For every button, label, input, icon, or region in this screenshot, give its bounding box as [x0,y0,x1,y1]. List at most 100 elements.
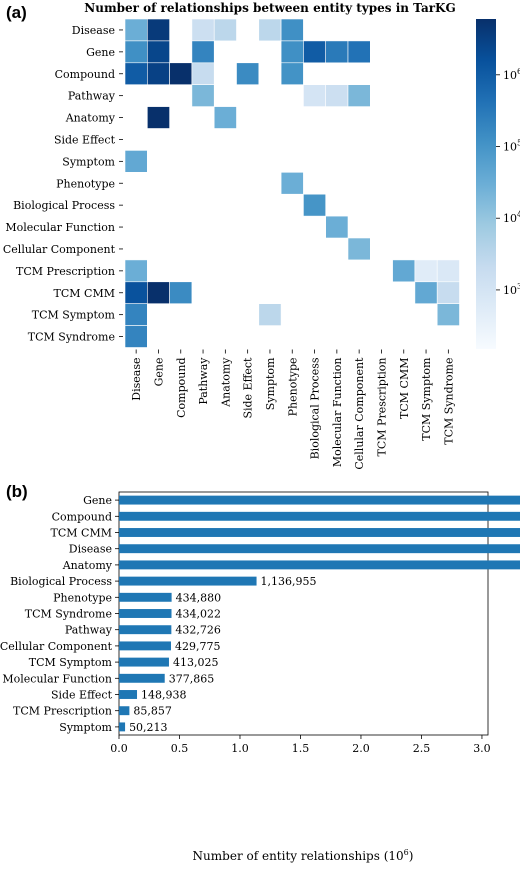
bar-value-label: 377,865 [169,672,215,685]
heatmap-cell-disease-symptom [258,18,282,42]
heatmap-row-label: Pathway [68,90,116,103]
colorbar: 103 104 105 106 [476,19,520,349]
heatmap-col-label: Cellular Component [353,357,366,470]
heatmap-row-label: Side Effect [54,133,116,146]
bar-x-tick-label: 2.0 [352,742,370,755]
bar-disease [119,544,520,554]
heatmap-col-label: Compound [175,358,188,418]
bar-value-label: 50,213 [129,721,168,734]
bar-category-label: TCM Syndrome [25,608,112,621]
heatmap-cell-compound-side-effect [236,62,260,85]
bar-value-label: 413,025 [173,656,219,669]
heatmap-cell-tcm-cmm-tcm-syndrome [436,281,460,304]
heatmap-cell-pathway-biological-process [303,84,326,107]
heatmap-cell-gene-cellular-component [347,40,371,64]
heatmap-cell-tcm-cmm-compound [169,281,193,304]
heatmap-row-label: TCM Prescription [16,265,115,278]
bar-x-tick-label: 1.5 [292,742,310,755]
heatmap-cell-pathway-cellular-component [347,84,371,107]
heatmap-row-label: Gene [86,46,115,59]
bar-category-label: Compound [52,510,112,523]
heatmap-col-label: TCM CMM [398,358,411,419]
heatmap-col-label: Pathway [197,357,210,405]
bar-x-axis-label: Number of entity relationships (106) [193,848,414,863]
panel-b-label: (b) [6,482,28,501]
colorbar-tick-label: 105 [503,139,520,154]
heatmap-cell-compound-phenotype [280,62,304,85]
heatmap-row-label: Cellular Component [3,243,116,256]
bar-value-label: 432,726 [175,624,221,637]
bar-x-tick-label: 3.0 [473,742,491,755]
heatmap-col-label: Disease [130,358,143,401]
heatmap-cell-disease-gene [147,18,170,42]
bar-category-label: Molecular Function [2,672,112,685]
heatmap-cell-tcm-cmm-tcm-symptom [414,281,438,304]
bar-cellular-component [119,641,171,651]
heatmap-cell-gene-gene [147,40,170,64]
bar-category-label: Anatomy [62,559,113,572]
heatmap-cell-tcm-cmm-disease [124,281,148,304]
bar-category-label: Symptom [59,721,112,734]
heatmap-col-label: TCM Prescription [375,358,388,457]
heatmap-cell-tcm-cmm-gene [147,281,170,304]
heatmap-cell-molecular-function-molecular-function [325,215,349,239]
heatmap-cell-tcm-prescription-disease [124,259,148,283]
heatmap-cell-anatomy-anatomy [213,106,237,129]
heatmap-cell-pathway-molecular-function [325,84,349,107]
heatmap-cell-cellular-component-cellular-component [347,237,371,261]
bar-x-tick-label: 1.0 [231,742,249,755]
heatmap-cell-gene-disease [124,40,148,64]
heatmap-row-label: Compound [55,68,115,81]
bar-value-label: 434,022 [176,608,222,621]
heatmap-row-label: Phenotype [56,177,115,190]
bar-category-label: Disease [69,543,112,556]
bar-chart: Gene29,564,406Compound13,817,987TCM CMM7… [0,491,520,755]
heatmap-title: Number of relationships between entity t… [84,1,455,15]
bar-tcm-prescription [119,706,130,716]
heatmap-cell-disease-anatomy [213,18,237,42]
heatmap-row-label: Symptom [62,155,115,168]
bar-value-label: 429,775 [175,640,221,653]
heatmap-cell-disease-pathway [191,18,215,42]
heatmap-col-label: TCM Syndrome [442,357,455,444]
heatmap-cell-pathway-pathway [191,84,215,107]
heatmap-cell-gene-pathway [191,40,215,64]
heatmap-row-label: TCM Syndrome [28,331,115,344]
heatmap-row-label: Biological Process [13,199,115,212]
bar-gene [119,495,520,505]
heatmap-cell-tcm-symptom-symptom [258,303,282,326]
bar-biological-process [119,576,257,586]
heatmap-cell-compound-disease [124,62,148,85]
heatmap-cell-anatomy-gene [147,106,170,129]
heatmap-col-label: Anatomy [219,357,232,408]
heatmap-cell-tcm-prescription-tcm-cmm [392,259,416,283]
bar-category-label: TCM CMM [51,527,112,540]
heatmap-cell-phenotype-phenotype [280,172,304,195]
colorbar-gradient [476,19,496,349]
heatmap-row-label: TCM CMM [54,287,115,300]
bar-value-label: 1,136,955 [261,575,317,588]
heatmap-col-label: Side Effect [242,357,255,419]
bar-x-tick-label: 0.0 [110,742,128,755]
heatmap-cell-tcm-symptom-disease [124,303,148,326]
heatmap-col-label: Molecular Function [331,358,344,468]
bar-category-label: Phenotype [53,591,112,604]
heatmap-cell-tcm-prescription-tcm-symptom [414,259,438,283]
bar-tcm-syndrome [119,609,172,618]
heatmap-cell-tcm-prescription-tcm-syndrome [436,259,460,283]
bar-tcm-cmm [119,528,520,537]
heatmap-col-label: Symptom [264,357,277,410]
bar-x-tick-label: 2.5 [413,742,431,755]
heatmap-cell-compound-pathway [191,62,215,85]
bar-side-effect [119,690,138,699]
colorbar-tick-label: 106 [503,67,520,82]
panel-a-label: (a) [6,3,27,22]
heatmap-col-label: Biological Process [309,357,322,459]
bar-tcm-symptom [119,657,169,667]
bar-anatomy [119,560,520,570]
heatmap-col-label: TCM Symptom [420,357,433,441]
heatmap: Disease Gene Compound Pathway Anatomy Side Ef… [3,18,460,470]
bar-category-label: Cellular Component [0,640,113,653]
heatmap-cell-disease-disease [124,18,148,42]
